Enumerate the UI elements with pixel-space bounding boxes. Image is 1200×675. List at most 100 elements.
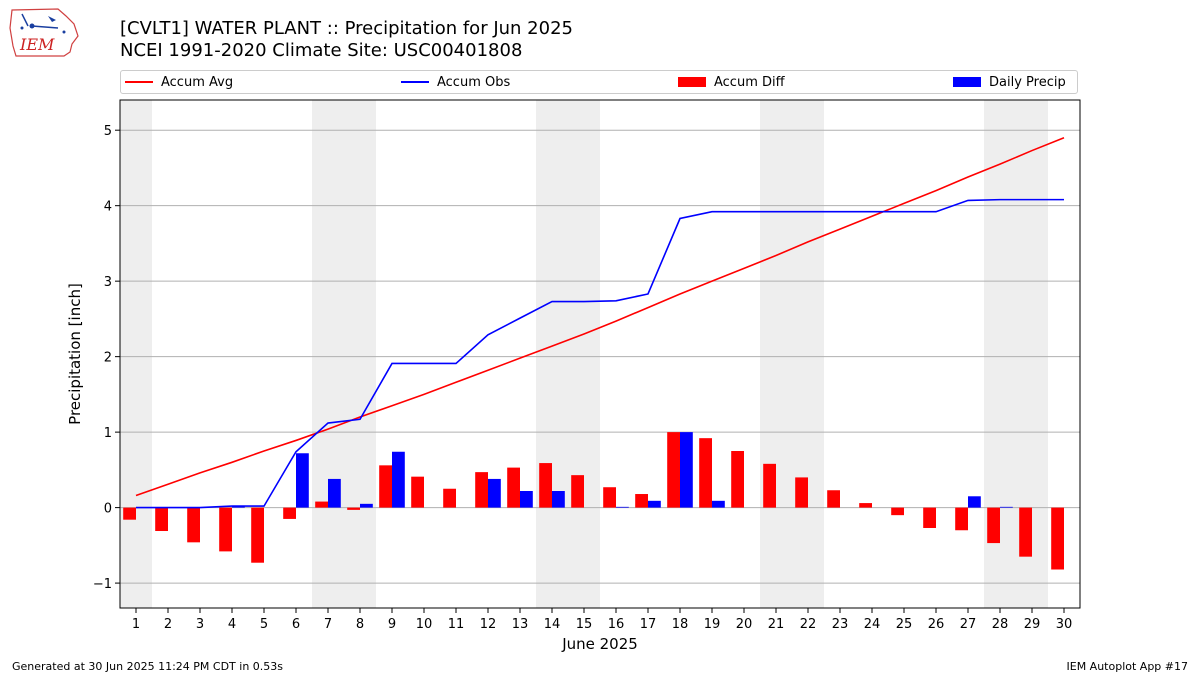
accum-diff-bar [635,494,648,508]
accum-diff-bar [155,507,168,532]
accum-diff-bar [859,503,872,508]
x-tick-label: 24 [864,617,881,632]
accum-obs-line [136,198,1064,509]
legend-item-daily-precip: Daily Precip [953,74,1066,90]
chart-title: [CVLT1] WATER PLANT :: Precipitation for… [120,18,573,39]
accum-diff-bar [795,477,808,508]
x-tick-label: 19 [704,617,721,632]
y-axis-label: Precipitation [inch] [66,283,84,425]
x-tick-label: 14 [544,617,561,632]
daily-precip-bar [968,496,981,508]
accum-diff-bar [251,507,264,563]
iem-logo: IEM [9,8,79,57]
legend-label-daily-precip: Daily Precip [989,74,1066,90]
x-tick-label: 8 [356,617,364,632]
accum-avg-line [135,136,1065,497]
x-tick-label: 17 [640,617,657,632]
legend-item-accum-obs: Accum Obs [401,74,510,90]
accum-diff-bar [763,463,776,508]
x-tick-label: 1 [132,617,140,632]
legend-swatch-daily-precip [953,77,981,87]
bars [123,432,1064,570]
accum-diff-bar [699,438,712,508]
accum-diff-bar [219,507,232,552]
y-tick-label: −1 [93,577,112,592]
x-tick-label: 6 [292,617,300,632]
daily-precip-bar [360,503,373,508]
x-tick-label: 12 [480,617,497,632]
accum-diff-bar [891,507,904,516]
weekend-band [760,100,824,608]
accum-diff-bar [347,507,360,510]
x-tick-label: 20 [736,617,753,632]
accum-diff-bar [603,487,616,508]
y-tick-label: 0 [104,502,112,517]
weekend-band [312,100,376,608]
legend-label-accum-diff: Accum Diff [714,74,785,90]
daily-precip-bar [488,478,501,508]
plot-frame [119,99,1081,609]
x-tick-label: 28 [992,617,1009,632]
x-tick-label: 25 [896,617,913,632]
y-tick-label: 5 [104,124,112,139]
accum-diff-bar [507,467,520,508]
x-tick-label: 4 [228,617,236,632]
accum-diff-bar [667,432,680,508]
daily-precip-bar [616,506,629,508]
chart-legend: Accum Avg Accum Obs Accum Diff Daily Pre… [120,70,1078,94]
y-tick-label: 4 [104,200,112,215]
daily-precip-bar [520,491,533,508]
x-tick-label: 29 [1024,617,1041,632]
x-tick-label: 16 [608,617,625,632]
x-tick-label: 26 [928,617,945,632]
daily-precip-bar [1000,506,1013,508]
y-tick-label: 1 [104,426,112,441]
x-tick-label: 3 [196,617,204,632]
legend-swatch-accum-diff [678,77,706,87]
x-tick-label: 10 [416,617,433,632]
x-tick-label: 7 [324,617,332,632]
x-tick-label: 21 [768,617,785,632]
accum-diff-bar [379,465,392,508]
daily-precip-bar [392,451,405,508]
legend-item-accum-avg: Accum Avg [125,74,233,90]
x-tick-label: 5 [260,617,268,632]
daily-precip-bar [648,500,661,508]
x-tick-label: 27 [960,617,977,632]
footer-app-text: IEM Autoplot App #17 [1066,660,1189,673]
daily-precip-bar [680,432,693,508]
daily-precip-bar [328,478,341,508]
y-tick-label: 2 [104,351,112,366]
accum-diff-bar [955,507,968,531]
x-tick-label: 30 [1056,617,1073,632]
y-tick-label: 3 [104,275,112,290]
daily-precip-bar [296,453,309,508]
legend-swatch-accum-avg [125,81,153,83]
accum-diff-bar [827,490,840,508]
accum-diff-bar [187,507,200,543]
accum-diff-bar [571,475,584,508]
lines [135,136,1065,509]
legend-label-accum-avg: Accum Avg [161,74,234,90]
x-tick-label: 13 [512,617,529,632]
accum-diff-bar [315,501,328,508]
x-tick-label: 2 [164,617,172,632]
x-tick-label: 22 [800,617,817,632]
accum-diff-bar [475,472,488,508]
chart-subtitle: NCEI 1991-2020 Climate Site: USC00401808 [120,40,523,61]
accum-diff-bar [1051,507,1064,570]
x-tick-label: 15 [576,617,593,632]
accum-diff-bar [923,507,936,528]
x-axis-label: June 2025 [561,635,638,653]
x-tick-label: 18 [672,617,689,632]
accum-diff-bar [987,507,1000,544]
accum-diff-bar [1019,507,1032,557]
x-tick-label: 9 [388,617,396,632]
accum-diff-bar [123,507,136,520]
accum-diff-bar [731,450,744,508]
daily-precip-bar [712,500,725,508]
weekend-band [120,100,152,608]
legend-swatch-accum-obs [401,81,429,83]
